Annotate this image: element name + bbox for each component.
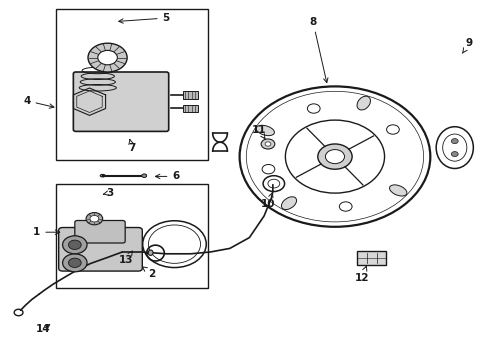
Ellipse shape <box>356 96 370 110</box>
Text: 1: 1 <box>33 227 60 237</box>
Text: 8: 8 <box>309 17 327 83</box>
Circle shape <box>98 50 117 65</box>
Circle shape <box>325 150 344 164</box>
Text: 5: 5 <box>119 13 169 23</box>
Text: 2: 2 <box>142 267 155 279</box>
Text: 12: 12 <box>354 266 368 283</box>
FancyBboxPatch shape <box>73 72 168 131</box>
FancyBboxPatch shape <box>75 220 125 243</box>
Circle shape <box>90 215 99 222</box>
Ellipse shape <box>389 185 406 196</box>
Text: 7: 7 <box>128 139 136 153</box>
Bar <box>56 184 207 288</box>
Ellipse shape <box>142 175 146 177</box>
Ellipse shape <box>100 175 105 177</box>
Bar <box>183 105 198 112</box>
Text: 9: 9 <box>462 38 472 53</box>
Text: 13: 13 <box>119 251 133 265</box>
Circle shape <box>450 152 457 157</box>
Bar <box>356 251 386 265</box>
Circle shape <box>68 240 81 249</box>
Ellipse shape <box>281 197 296 210</box>
Circle shape <box>86 212 102 225</box>
Circle shape <box>264 142 270 146</box>
Text: 10: 10 <box>260 193 275 210</box>
Bar <box>183 91 198 99</box>
Circle shape <box>450 139 457 144</box>
Circle shape <box>142 174 146 177</box>
Text: 3: 3 <box>103 188 113 198</box>
Circle shape <box>62 236 87 254</box>
Text: 6: 6 <box>155 171 179 181</box>
Circle shape <box>307 104 320 113</box>
Circle shape <box>317 144 351 169</box>
Text: 11: 11 <box>251 125 266 139</box>
Text: 14: 14 <box>36 324 50 334</box>
Circle shape <box>261 139 274 149</box>
Text: 4: 4 <box>23 96 54 108</box>
FancyBboxPatch shape <box>59 228 142 271</box>
Circle shape <box>68 258 81 267</box>
Ellipse shape <box>148 250 153 256</box>
Bar <box>56 9 207 160</box>
Circle shape <box>339 202 351 211</box>
Circle shape <box>88 43 127 72</box>
Circle shape <box>386 125 399 134</box>
Ellipse shape <box>256 125 274 136</box>
Circle shape <box>262 165 274 174</box>
Circle shape <box>62 254 87 272</box>
